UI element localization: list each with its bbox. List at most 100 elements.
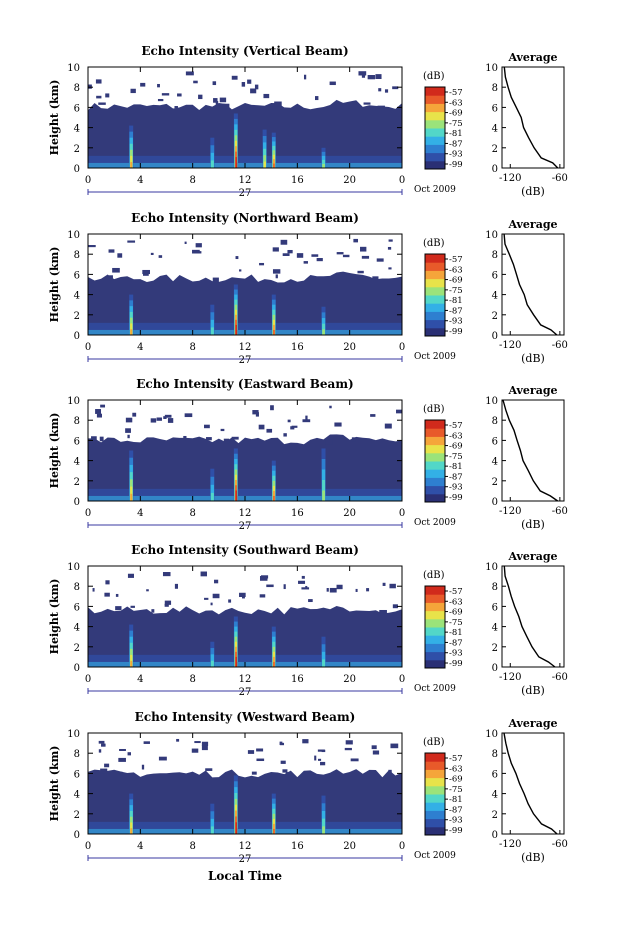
echo-patch <box>98 102 106 105</box>
x-tick-label: 16 <box>291 175 304 186</box>
colorbar-segment <box>425 262 445 271</box>
y-tick-label: 6 <box>74 602 80 613</box>
echo-patch <box>112 267 120 273</box>
echo-patch <box>363 102 371 105</box>
date-right-label: Oct 2009 <box>414 185 456 195</box>
colorbar-tick-label: -75 <box>449 618 463 628</box>
echo-patch <box>127 573 134 578</box>
colorbar-segment <box>425 160 445 170</box>
echo-patch <box>108 249 115 253</box>
y-tick-label: 8 <box>74 250 80 261</box>
echo-patch <box>342 254 350 258</box>
profile-frame <box>501 399 565 502</box>
y-tick-label: 4 <box>74 457 80 468</box>
profile-x-tick-label: -120 <box>499 672 521 683</box>
echo-patch <box>272 247 279 252</box>
colorbar-segment <box>425 802 445 811</box>
colorbar-segment <box>425 254 445 263</box>
echo-patch <box>164 603 169 607</box>
profile-y-tick-label: 0 <box>492 331 498 342</box>
echo-patch <box>389 583 396 589</box>
echo-patch <box>241 106 250 111</box>
echo-patch <box>367 75 376 80</box>
echo-spike <box>273 661 275 667</box>
colorbar-segment <box>425 485 445 495</box>
colorbar-segment <box>425 278 445 288</box>
y-tick-label: 4 <box>74 291 80 302</box>
echo-patch <box>384 89 389 93</box>
x-tick-label: 20 <box>343 508 356 519</box>
colorbar-tick-label: -63 <box>449 98 463 108</box>
echo-patch <box>350 758 359 762</box>
echo-spike <box>210 484 214 501</box>
profile-y-tick-label: 2 <box>492 311 498 322</box>
echo-patch <box>204 424 210 429</box>
echo-patch <box>115 593 119 597</box>
x-tick-label: 4 <box>137 175 143 186</box>
date-right-label: Oct 2009 <box>414 684 456 694</box>
echo-patch <box>301 587 310 590</box>
x-tick-label: 20 <box>343 342 356 353</box>
x-tick-label: 12 <box>239 342 252 353</box>
echo-spike <box>130 828 133 834</box>
colorbar-tick-label: -63 <box>449 265 463 275</box>
echo-patch <box>338 274 347 279</box>
colorbar-tick-label: -63 <box>449 597 463 607</box>
echo-patch <box>125 417 133 423</box>
y-axis-label: Height (km) <box>48 579 61 655</box>
echo-patch <box>329 587 337 593</box>
profile-title: Average <box>507 550 557 563</box>
echo-spike <box>210 492 214 501</box>
profile-x-tick-label: -60 <box>552 839 568 850</box>
colorbar-segment <box>425 753 445 762</box>
profile-y-tick-label: 8 <box>492 749 498 760</box>
colorbar-segment <box>425 659 445 669</box>
x-tick-label: 8 <box>189 841 195 852</box>
echo-patch <box>361 73 366 78</box>
echo-spike <box>273 329 275 335</box>
echo-patch <box>266 584 274 588</box>
x-tick-label: 16 <box>291 342 304 353</box>
echo-patch <box>118 757 126 762</box>
echo-patch <box>91 436 97 441</box>
echo-patch <box>326 588 329 592</box>
colorbar-unit: (dB) <box>423 404 445 415</box>
echo-patch <box>132 412 137 417</box>
colorbar-segment <box>425 144 445 154</box>
colorbar-segment <box>425 777 445 787</box>
profile-x-tick-label: -60 <box>552 506 568 517</box>
echo-patch <box>183 435 187 440</box>
echo-patch <box>303 74 307 80</box>
colorbar-tick-label: -81 <box>449 129 463 139</box>
profile-y-tick-label: 8 <box>492 582 498 593</box>
echo-spike <box>322 659 326 667</box>
profile-frame <box>501 565 565 668</box>
profile-y-tick-label: 0 <box>492 164 498 175</box>
colorbar-tick-label: -99 <box>449 826 463 836</box>
echo-patch <box>212 81 217 86</box>
colorbar-tick-label: -87 <box>449 472 463 482</box>
profile-y-tick-label: 4 <box>492 124 498 135</box>
colorbar-tick-label: -99 <box>449 327 463 337</box>
x-tick-label: 8 <box>189 508 195 519</box>
echo-patch <box>372 750 380 755</box>
echo-patch <box>239 269 242 272</box>
colorbar-tick-label: -93 <box>449 317 463 327</box>
profile-y-tick-label: 10 <box>485 729 498 740</box>
echo-patch <box>353 238 359 243</box>
echo-patch <box>204 597 209 600</box>
echo-patch <box>360 246 367 252</box>
echo-patch <box>119 748 126 751</box>
echo-patch <box>96 413 102 418</box>
echo-patch <box>215 100 219 106</box>
colorbar-unit: (dB) <box>423 71 445 82</box>
echo-patch <box>177 93 182 97</box>
colorbar-segment <box>425 95 445 104</box>
y-tick-label: 0 <box>74 164 80 175</box>
echo-patch <box>252 410 259 415</box>
echo-patch <box>336 252 344 255</box>
x-tick-label: 0 <box>85 508 91 519</box>
panel-3: Echo Intensity (Southward Beam) 0 2 4 6 8 10 He… <box>48 543 568 698</box>
echo-patch <box>200 571 207 577</box>
